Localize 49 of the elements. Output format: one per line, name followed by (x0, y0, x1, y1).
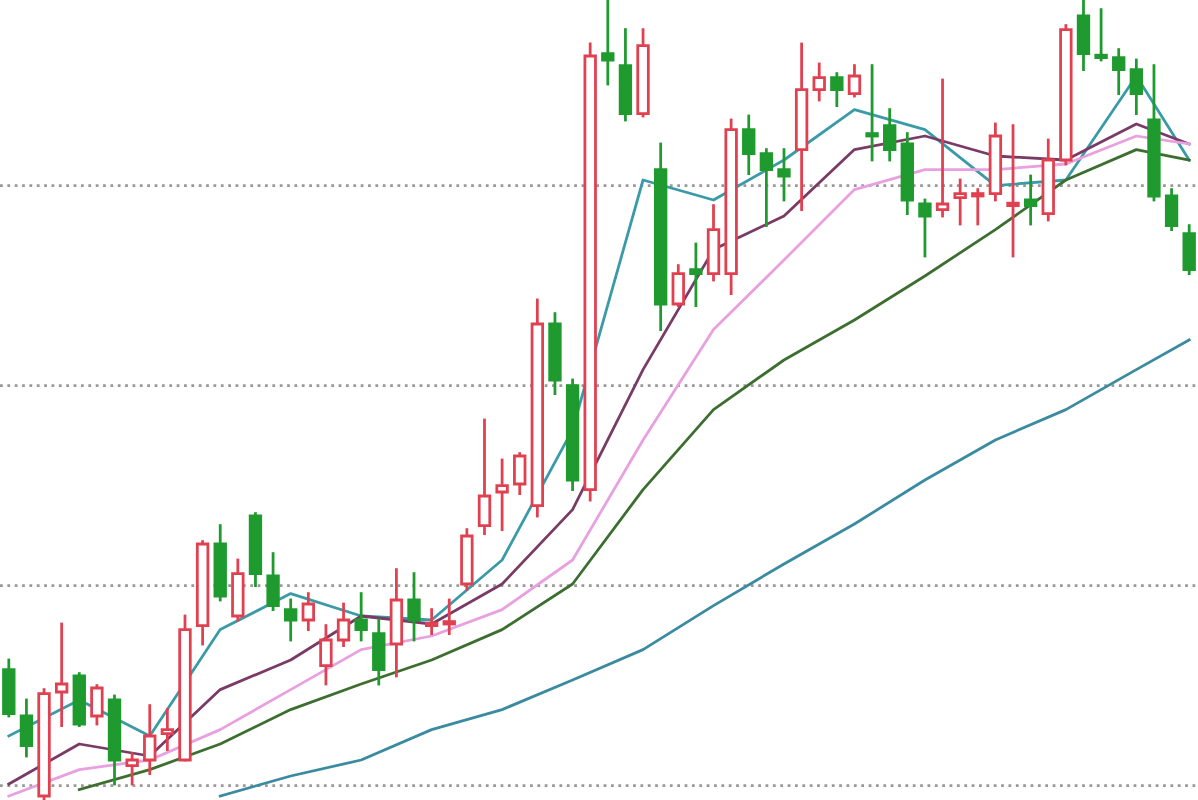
candlestick (54, 622, 69, 727)
candlestick (319, 624, 333, 686)
candlestick (601, 0, 615, 86)
candlestick (389, 568, 404, 678)
candlestick (953, 178, 967, 226)
candlestick (1023, 174, 1038, 226)
candlestick (72, 672, 86, 727)
candlestick (1006, 124, 1020, 258)
candlestick (336, 602, 351, 647)
candlestick (618, 28, 633, 122)
candlestick (125, 752, 139, 786)
candlestick (777, 148, 791, 202)
candlestick (160, 708, 175, 751)
candlestick (460, 528, 474, 591)
candlestick (1094, 8, 1108, 62)
candlestick (847, 64, 862, 98)
candlestick (935, 78, 950, 218)
candlestick (284, 598, 298, 642)
candlestick (1164, 188, 1179, 231)
candlestick (830, 72, 844, 107)
candlestick (706, 204, 721, 282)
candlestick (1076, 0, 1091, 71)
candlestick (671, 264, 685, 307)
candlestick (495, 458, 509, 531)
candlestick (812, 62, 826, 102)
candlestick (477, 418, 492, 535)
candlestick (883, 108, 897, 162)
candlestick (689, 242, 703, 307)
candlestick (742, 114, 756, 175)
candlestick (1112, 48, 1126, 95)
candlestick (266, 552, 280, 611)
candlestick (865, 64, 879, 162)
candlestick (407, 572, 421, 642)
candlestick (301, 592, 315, 631)
candlestick (90, 684, 104, 726)
candlestick (1129, 58, 1144, 115)
candlestick (971, 188, 985, 226)
candlestick (918, 198, 932, 258)
candlestick (442, 598, 456, 635)
candlestick (143, 704, 157, 775)
candlestick (372, 618, 386, 686)
candlestick (231, 558, 245, 622)
candlestick (424, 608, 439, 635)
candlestick (513, 452, 527, 495)
candlestick (759, 148, 774, 227)
candlestick (1182, 224, 1196, 275)
candlestick (2, 658, 16, 718)
candlestick (19, 698, 34, 758)
candlestick (354, 592, 368, 642)
